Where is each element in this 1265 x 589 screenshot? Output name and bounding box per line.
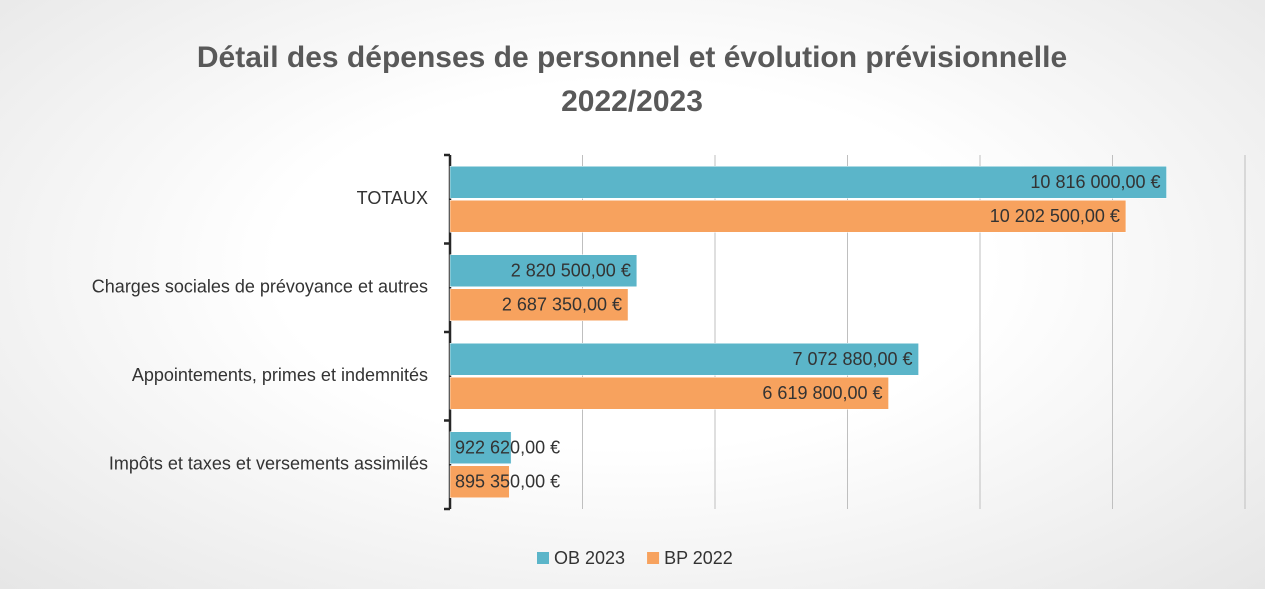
legend-label: BP 2022 — [664, 548, 733, 568]
y-tick-label: TOTAUX — [357, 188, 428, 208]
legend-label: OB 2023 — [554, 548, 625, 568]
bar — [449, 431, 512, 464]
bar — [449, 465, 510, 498]
bar — [449, 377, 889, 410]
bar — [449, 200, 1127, 233]
y-tick-label: Charges sociales de prévoyance et autres — [92, 277, 428, 297]
bar — [449, 288, 629, 321]
bar — [449, 343, 919, 376]
data-label: 2 687 350,00 € — [502, 295, 622, 315]
chart-title: Détail des dépenses de personnel et évol… — [196, 41, 1068, 118]
y-tick-label: Appointements, primes et indemnités — [132, 365, 428, 385]
data-label: 922 620,00 € — [455, 438, 560, 458]
data-label: 2 820 500,00 € — [511, 261, 631, 281]
bar — [449, 166, 1167, 199]
data-label: 7 072 880,00 € — [792, 349, 912, 369]
legend-swatch — [647, 552, 660, 564]
data-label: 895 350,00 € — [455, 472, 560, 492]
y-tick-label: Impôts et taxes et versements assimilés — [109, 454, 428, 474]
bar — [449, 254, 638, 287]
data-label: 10 202 500,00 € — [990, 206, 1120, 226]
legend-swatch — [537, 552, 549, 564]
data-label: 10 816 000,00 € — [1030, 172, 1160, 192]
data-label: 6 619 800,00 € — [762, 383, 882, 403]
